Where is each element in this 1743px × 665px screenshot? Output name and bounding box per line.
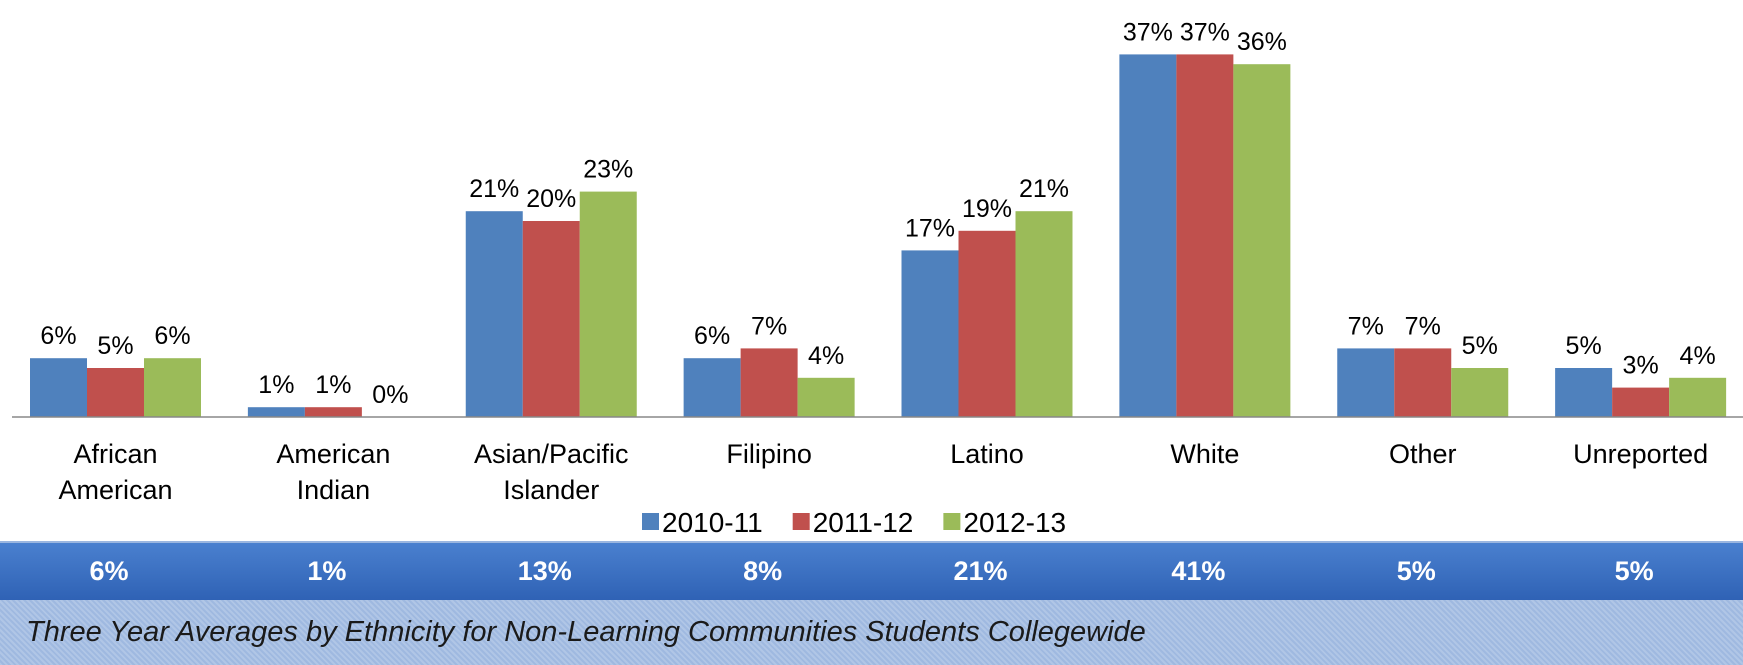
bar	[1015, 211, 1073, 417]
average-value: 13%	[517, 556, 572, 586]
average-value: 21%	[953, 556, 1008, 586]
bar	[901, 250, 959, 417]
bar	[1394, 348, 1452, 417]
bar	[1337, 348, 1395, 417]
data-label: 5%	[1462, 332, 1498, 360]
bar	[579, 191, 637, 417]
bar	[1669, 377, 1727, 417]
bar	[1612, 387, 1670, 417]
data-label: 4%	[1680, 342, 1716, 370]
data-label: 6%	[694, 322, 730, 350]
data-label: 37%	[1123, 18, 1173, 46]
x-tick-label: Latino	[950, 439, 1024, 469]
x-tick-label: Asian/Pacific Islander	[473, 439, 629, 505]
data-label: 7%	[1348, 312, 1384, 340]
average-value: 1%	[307, 556, 347, 586]
bar	[304, 407, 362, 417]
legend-swatch	[792, 513, 810, 530]
legend-swatch	[642, 513, 659, 530]
data-label: 3%	[1623, 352, 1659, 380]
bar	[1555, 368, 1613, 417]
bar	[1233, 64, 1291, 417]
x-tick-label: Filipino	[726, 439, 812, 469]
bar	[247, 407, 305, 417]
bar	[683, 358, 741, 417]
data-label: 6%	[40, 322, 76, 350]
data-label: 1%	[315, 371, 351, 399]
x-tick-label: Other	[1388, 439, 1457, 469]
averages-row: 6% 1% 13% 8% 21% 41% 5% 5%	[0, 541, 1743, 600]
data-label: 4%	[808, 342, 844, 370]
bar	[144, 358, 201, 417]
bar	[522, 221, 580, 417]
data-label: 21%	[1019, 175, 1069, 203]
data-label: 21%	[469, 175, 519, 203]
data-label: 5%	[1566, 332, 1602, 360]
data-label: 7%	[1405, 312, 1441, 340]
legend-label: 2012-13	[963, 507, 1066, 538]
bar	[465, 211, 523, 417]
bar	[1176, 54, 1234, 418]
legend-label: 2010-11	[662, 507, 763, 538]
average-value: 8%	[743, 556, 783, 586]
x-tick-label: American Indian	[276, 439, 391, 505]
data-label: 20%	[526, 185, 576, 213]
bar	[797, 377, 855, 417]
bar	[1119, 54, 1177, 418]
data-label: 0%	[372, 381, 408, 409]
average-value: 5%	[1396, 556, 1436, 586]
bar	[30, 358, 87, 417]
data-label: 37%	[1180, 18, 1230, 46]
chart: 6% 5% 6%1% 1% 0%21% 20%23%6% 7%4%17%19%21%37% 3…	[12, 18, 1743, 538]
average-value: 41%	[1171, 556, 1226, 586]
data-label: 1%	[258, 371, 294, 399]
data-label: 6%	[154, 322, 190, 350]
caption: Three Year Averages by Ethnicity for Non…	[26, 616, 1146, 648]
bar	[958, 230, 1016, 417]
x-tick-label: Unreported	[1573, 439, 1709, 469]
data-label: 19%	[962, 195, 1012, 223]
legend-swatch	[943, 513, 961, 530]
bar	[740, 348, 798, 417]
average-value: 5%	[1614, 556, 1654, 586]
x-tick-label: White	[1170, 439, 1240, 469]
x-tick-label: African American	[58, 439, 173, 505]
bar	[87, 368, 144, 417]
caption-band: Three Year Averages by Ethnicity for Non…	[0, 600, 1743, 665]
data-label: 17%	[905, 214, 955, 242]
data-label: 23%	[583, 156, 633, 184]
average-value: 6%	[89, 556, 129, 586]
bar	[1451, 368, 1509, 417]
data-label: 7%	[751, 312, 787, 340]
legend-label: 2011-12	[813, 507, 914, 538]
data-label: 36%	[1237, 28, 1287, 56]
data-label: 5%	[97, 332, 133, 360]
